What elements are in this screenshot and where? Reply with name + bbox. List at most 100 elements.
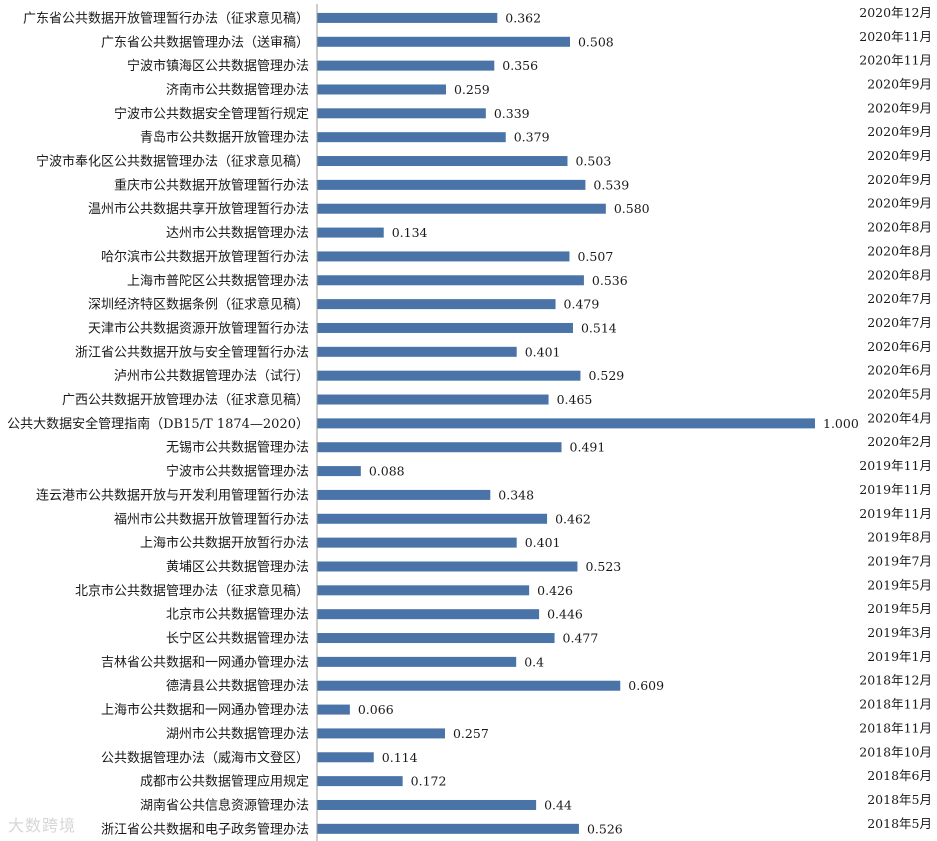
date-label: 2020年9月 [867, 196, 932, 211]
value-label: 0.503 [575, 154, 611, 169]
bar [317, 656, 517, 667]
bar [317, 752, 374, 763]
value-label: 0.401 [525, 344, 561, 359]
value-label: 0.462 [555, 511, 591, 526]
category-label: 济南市公共数据管理办法 [166, 82, 309, 98]
category-label: 广东省公共数据管理办法（送审稿） [101, 34, 309, 50]
value-label: 0.401 [525, 535, 561, 550]
category-label: 德清县公共数据管理办法 [166, 679, 309, 694]
category-label: 北京市公共数据管理办法（征求意见稿） [75, 583, 309, 599]
bar [317, 728, 445, 739]
category-label: 广西公共数据开放管理办法（征求意见稿） [62, 392, 309, 408]
value-label: 0.362 [505, 10, 541, 25]
bar [317, 466, 361, 477]
category-label: 吉林省公共数据和一网通办管理办法 [101, 655, 309, 670]
category-label: 公共大数据安全管理指南（DB15/T 1874—2020） [7, 416, 309, 432]
bar [317, 251, 570, 262]
category-label: 福州市公共数据开放管理暂行办法 [114, 511, 309, 527]
date-label: 2020年8月 [867, 220, 932, 235]
category-label: 哈尔滨市公共数据开放管理暂行办法 [101, 249, 309, 265]
date-label: 2020年7月 [867, 291, 932, 306]
value-label: 0.508 [578, 34, 614, 49]
bar [317, 108, 486, 119]
bar [317, 370, 581, 381]
bar [317, 36, 570, 47]
bar [317, 346, 517, 357]
date-label: 2018年12月 [859, 673, 932, 688]
category-label: 北京市公共数据管理办法 [166, 607, 309, 623]
value-label: 0.580 [614, 201, 650, 216]
value-label: 1.000 [823, 416, 859, 431]
category-label: 宁波市镇海区公共数据管理办法 [127, 58, 309, 74]
value-label: 0.609 [628, 678, 664, 693]
date-label: 2019年11月 [859, 458, 932, 473]
category-label: 黄埔区公共数据管理办法 [166, 560, 309, 575]
value-label: 0.479 [564, 297, 600, 312]
date-label: 2020年11月 [859, 53, 932, 68]
category-label: 无锡市公共数据管理办法 [166, 440, 309, 456]
category-label: 浙江省公共数据开放与安全管理暂行办法 [75, 344, 309, 360]
value-label: 0.088 [369, 464, 405, 479]
value-label: 0.536 [592, 273, 628, 288]
category-label: 宁波市公共数据安全管理暂行规定 [114, 106, 309, 122]
bar [317, 609, 540, 620]
date-label: 2020年8月 [867, 267, 932, 282]
category-label: 宁波市奉化区公共数据管理办法（征求意见稿） [36, 154, 309, 170]
category-label: 连云港市公共数据开放与开发利用管理暂行办法 [36, 487, 309, 503]
date-label: 2018年11月 [859, 720, 932, 735]
category-label: 湖州市公共数据管理办法 [166, 726, 309, 742]
bar [317, 84, 446, 95]
date-label: 2019年7月 [867, 553, 932, 568]
value-label: 0.507 [577, 249, 613, 264]
date-label: 2020年5月 [867, 387, 932, 402]
bar [317, 156, 568, 167]
value-label: 0.426 [537, 583, 573, 598]
date-label: 2020年7月 [867, 315, 932, 330]
bar [317, 227, 384, 238]
value-label: 0.259 [454, 82, 490, 97]
category-label: 上海市公共数据开放暂行办法 [140, 535, 309, 551]
bar [317, 561, 578, 572]
category-label: 达州市公共数据管理办法 [166, 225, 309, 241]
bar [317, 132, 506, 143]
date-label: 2019年5月 [867, 601, 932, 616]
bar [317, 442, 562, 453]
date-label: 2020年11月 [859, 29, 932, 44]
category-label: 上海市普陀区公共数据管理办法 [127, 273, 309, 289]
value-label: 0.491 [570, 440, 606, 455]
bar [317, 203, 606, 214]
value-label: 0.4 [524, 654, 544, 669]
bar [317, 394, 549, 405]
value-label: 0.356 [502, 58, 538, 73]
category-label: 长宁区公共数据管理办法 [166, 631, 309, 647]
value-label: 0.44 [544, 797, 572, 812]
date-label: 2020年9月 [867, 172, 932, 187]
category-label: 宁波市公共数据管理办法 [166, 464, 309, 480]
category-label: 泸州市公共数据管理办法（试行） [114, 368, 309, 384]
category-label: 湖南省公共信息资源管理办法 [140, 797, 309, 813]
watermark-text: 大数跨境 [8, 816, 77, 835]
bars-layer: 广东省公共数据开放管理暂行办法（征求意见稿） 0.362 2020年12月广东省公共… [7, 5, 932, 837]
bar [317, 704, 350, 715]
category-label: 深圳经济特区数据条例（征求意见稿） [88, 297, 309, 313]
value-label: 0.066 [358, 702, 394, 717]
date-label: 2020年8月 [867, 243, 932, 258]
date-label: 2020年6月 [867, 363, 932, 378]
value-label: 0.172 [411, 774, 447, 789]
date-label: 2018年5月 [867, 816, 932, 831]
bar [317, 823, 579, 834]
value-label: 0.257 [453, 726, 489, 741]
bar [317, 299, 556, 310]
bar [317, 680, 621, 691]
value-label: 0.526 [587, 821, 623, 836]
value-label: 0.446 [547, 607, 583, 622]
value-label: 0.134 [392, 225, 428, 240]
date-label: 2020年9月 [867, 100, 932, 115]
bar [317, 799, 537, 810]
date-label: 2019年5月 [867, 577, 932, 592]
value-label: 0.339 [494, 106, 530, 121]
value-label: 0.379 [514, 130, 550, 145]
bar [317, 633, 555, 644]
bar [317, 322, 573, 333]
